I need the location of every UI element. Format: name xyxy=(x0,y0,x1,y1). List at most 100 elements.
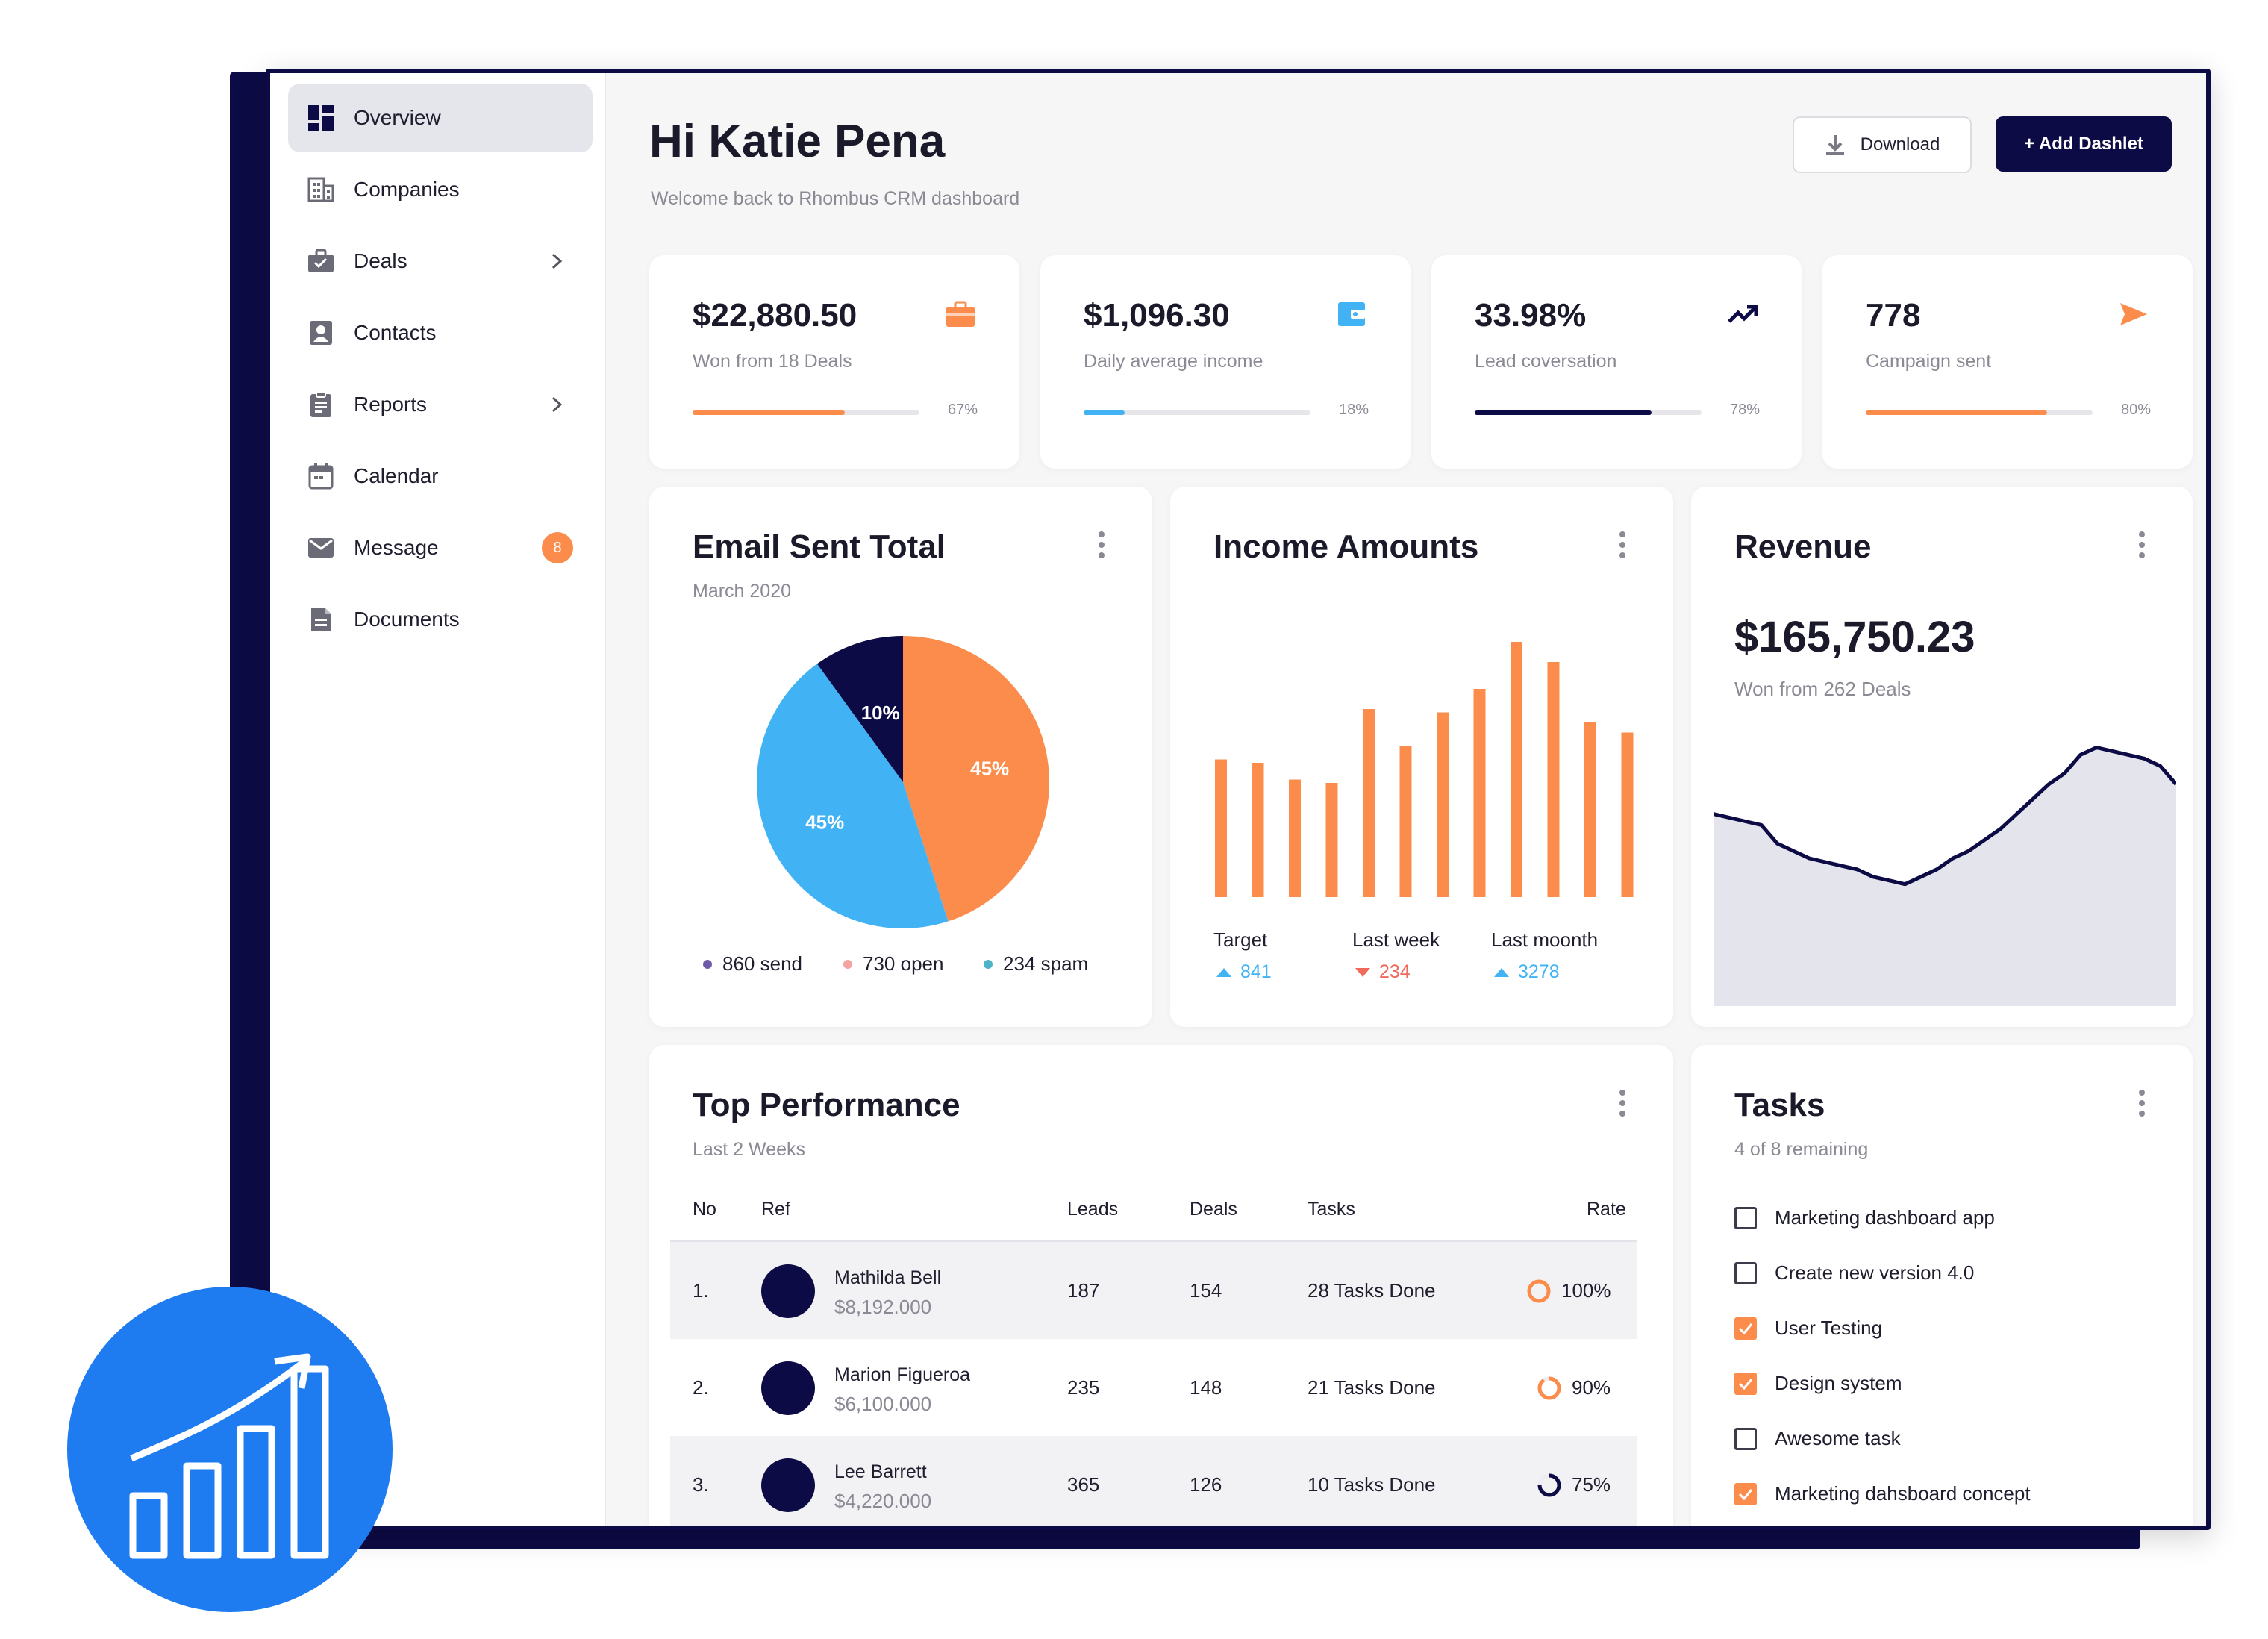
income-value-target: 841 xyxy=(1216,961,1272,983)
column-header-leads[interactable]: Leads xyxy=(1067,1199,1119,1220)
legend-item: 234 spam xyxy=(984,952,1088,975)
more-vertical-icon[interactable] xyxy=(2136,1088,2148,1118)
task-checkbox[interactable] xyxy=(1734,1482,1757,1505)
task-checkbox[interactable] xyxy=(1734,1206,1757,1229)
income-bar xyxy=(1215,759,1227,897)
income-bar xyxy=(1511,642,1522,897)
table-row[interactable]: 1. Mathilda Bell $8,192.000 187 154 28 T… xyxy=(670,1242,1637,1339)
briefcase-icon xyxy=(943,297,978,331)
task-item[interactable]: Awesome task xyxy=(1734,1427,1901,1450)
pie-slice xyxy=(816,636,903,782)
stat-value: $1,096.30 xyxy=(1084,297,1230,334)
sidebar-item-calendar[interactable]: Calendar xyxy=(288,442,593,511)
task-item[interactable]: Marketing dahsboard concept xyxy=(1734,1482,2031,1505)
sidebar-item-documents[interactable]: Documents xyxy=(288,585,593,654)
rate-value: 75% xyxy=(1572,1473,1611,1496)
income-bar-chart xyxy=(1215,642,1634,897)
growth-chart-icon xyxy=(129,1353,329,1559)
growth-badge xyxy=(67,1287,393,1612)
table-row[interactable]: 3. Lee Barrett $4,220.000 365 126 10 Tas… xyxy=(670,1436,1637,1526)
table-row[interactable]: 2. Marion Figueroa $6,100.000 235 148 21… xyxy=(670,1339,1637,1436)
task-item[interactable]: Marketing dashboard app xyxy=(1734,1206,1995,1229)
task-checkbox[interactable] xyxy=(1734,1372,1757,1395)
card-subtitle: 4 of 8 remaining xyxy=(1734,1139,1869,1160)
legend-item: 860 send xyxy=(703,952,802,975)
sidebar-item-deals[interactable]: Deals xyxy=(288,227,593,296)
person-amount: $6,100.000 xyxy=(834,1393,932,1415)
task-item[interactable]: User Testing xyxy=(1734,1317,1882,1340)
pie-data-label: 45% xyxy=(805,811,844,833)
income-bar xyxy=(1437,712,1449,897)
rate-ring-progress xyxy=(1537,1473,1561,1497)
stat-progress-track xyxy=(693,410,919,415)
task-label: Marketing dashboard app xyxy=(1775,1206,1995,1229)
income-bar xyxy=(1252,763,1264,897)
rate-value: 100% xyxy=(1561,1279,1611,1302)
income-bar xyxy=(1363,709,1375,897)
building-icon xyxy=(306,175,336,205)
trending-up-icon xyxy=(1725,297,1760,331)
calendar-icon xyxy=(306,461,336,491)
column-header-rate[interactable]: Rate xyxy=(1587,1199,1626,1220)
more-vertical-icon[interactable] xyxy=(1616,1088,1628,1118)
income-bar xyxy=(1547,662,1560,897)
person-name: Mathilda Bell xyxy=(834,1267,942,1288)
add-dashlet-button[interactable]: + Add Dashlet xyxy=(1996,116,2172,172)
pie-slice xyxy=(903,636,1049,922)
row-number: 3. xyxy=(693,1473,709,1496)
income-value-last-week: 234 xyxy=(1355,961,1411,983)
stat-value: 778 xyxy=(1866,297,1921,334)
stat-label: Won from 18 Deals xyxy=(693,351,852,372)
rate-ring-icon xyxy=(1537,1376,1561,1400)
task-label: Marketing dahsboard concept xyxy=(1775,1482,2031,1505)
pie-slice xyxy=(757,664,949,928)
task-checkbox[interactable] xyxy=(1734,1317,1757,1340)
stat-percent: 80% xyxy=(2120,402,2151,418)
column-header-no[interactable]: No xyxy=(693,1199,716,1220)
income-bar xyxy=(1473,689,1486,897)
column-header-ref[interactable]: Ref xyxy=(761,1199,790,1220)
sidebar-item-message[interactable]: Message 8 xyxy=(288,513,593,582)
task-item[interactable]: Create new version 4.0 xyxy=(1734,1261,1974,1284)
card-title: Income Amounts xyxy=(1213,528,1479,565)
sidebar-item-contacts[interactable]: Contacts xyxy=(288,299,593,367)
income-label-last-week: Last week xyxy=(1352,928,1440,951)
sidebar-item-label: Contacts xyxy=(354,321,437,344)
sidebar-item-overview[interactable]: Overview xyxy=(288,84,593,152)
more-vertical-icon[interactable] xyxy=(1096,530,1108,560)
stat-card-won: $22,880.50 Won from 18 Deals 67% xyxy=(649,255,1019,469)
task-label: User Testing xyxy=(1775,1317,1883,1339)
revenue-value: $165,750.23 xyxy=(1734,613,1975,661)
card-subtitle: Last 2 Weeks xyxy=(693,1139,806,1160)
sidebar-item-label: Message xyxy=(354,536,439,559)
sidebar-item-label: Calendar xyxy=(354,464,439,487)
sidebar: Overview Companies Deals Contacts xyxy=(270,73,606,1526)
revenue-area-chart xyxy=(1714,746,2176,1006)
stat-progress-track xyxy=(1084,410,1310,415)
download-button[interactable]: Download xyxy=(1793,116,1972,173)
column-header-tasks[interactable]: Tasks xyxy=(1308,1199,1355,1220)
stat-progress-track xyxy=(1475,410,1702,415)
sidebar-item-companies[interactable]: Companies xyxy=(288,155,593,224)
task-item[interactable]: Design system xyxy=(1734,1372,1902,1395)
sidebar-item-reports[interactable]: Reports xyxy=(288,370,593,439)
more-vertical-icon[interactable] xyxy=(2136,530,2148,560)
revenue-subtitle: Won from 262 Deals xyxy=(1734,678,1911,700)
more-vertical-icon[interactable] xyxy=(1616,530,1628,560)
task-label: Awesome task xyxy=(1775,1427,1901,1449)
top-performance-card: Top Performance Last 2 Weeks No Ref Lead… xyxy=(649,1045,1673,1526)
chevron-right-icon[interactable] xyxy=(542,246,572,276)
stat-progress-fill xyxy=(1084,410,1125,415)
chevron-right-icon[interactable] xyxy=(542,390,572,419)
sidebar-item-label: Deals xyxy=(354,249,407,272)
person-name: Lee Barrett xyxy=(834,1461,927,1482)
avatar xyxy=(761,1458,815,1512)
sidebar-item-label: Reports xyxy=(354,393,428,416)
dashboard-icon xyxy=(306,103,336,133)
stat-progress-fill xyxy=(1475,410,1652,415)
column-header-deals[interactable]: Deals xyxy=(1190,1199,1237,1220)
stat-value: 33.98% xyxy=(1475,297,1587,334)
task-checkbox[interactable] xyxy=(1734,1261,1757,1284)
sidebar-item-label: Overview xyxy=(354,106,441,129)
task-checkbox[interactable] xyxy=(1734,1427,1757,1450)
